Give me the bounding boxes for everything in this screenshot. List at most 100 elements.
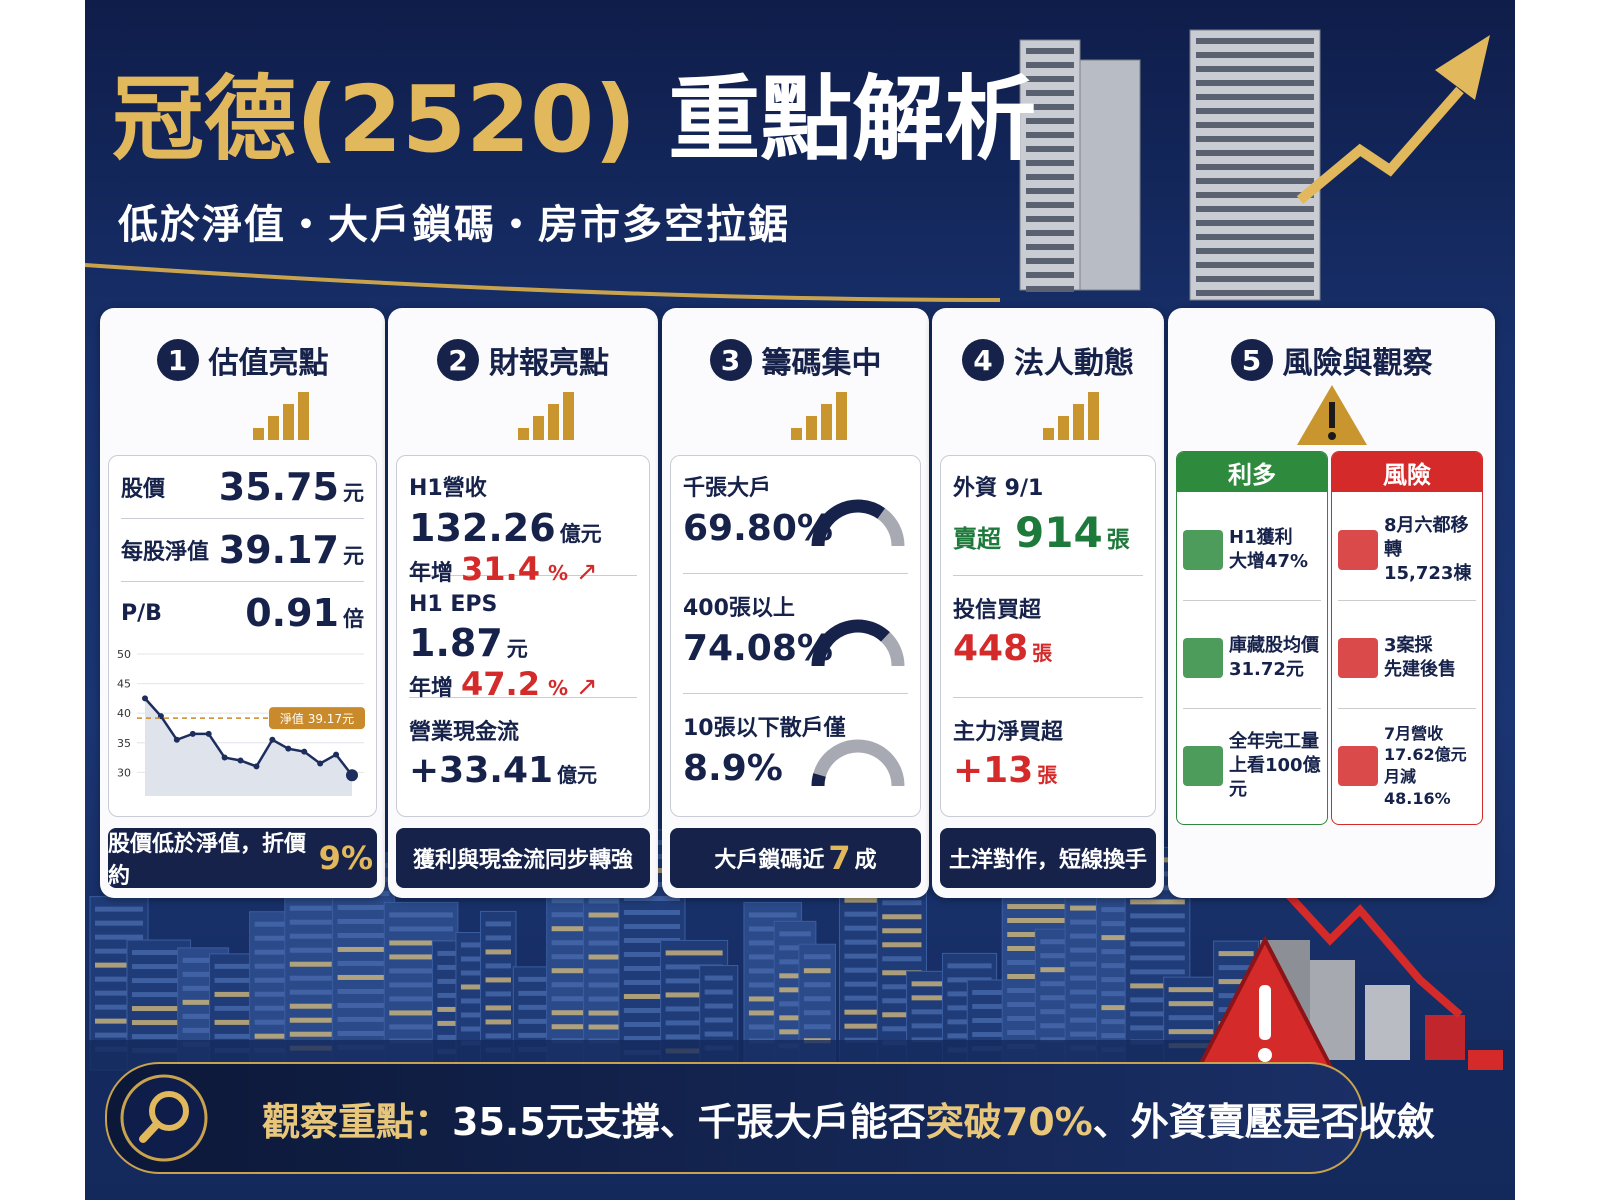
y-tick-label: 40 bbox=[117, 707, 131, 720]
icon bbox=[1073, 404, 1084, 440]
value-prefix: 賣超 bbox=[953, 525, 1001, 553]
stat-block: 投信買超 448 張 bbox=[953, 578, 1143, 698]
tower-floor bbox=[1196, 290, 1314, 296]
window bbox=[337, 974, 390, 980]
gauge-label: 400張以上 bbox=[683, 596, 795, 621]
window bbox=[779, 959, 811, 965]
window bbox=[844, 925, 900, 931]
gauge-row: 千張大戶 69.80% bbox=[683, 456, 908, 574]
stat-block: 主力淨買超 +13 張 bbox=[953, 700, 1143, 816]
footer-part: 股價低於淨值，折價約 bbox=[108, 832, 307, 889]
window bbox=[588, 926, 648, 932]
window bbox=[844, 911, 900, 917]
title: 冠德(2520) 重點解析 bbox=[112, 45, 1036, 178]
point bbox=[253, 763, 260, 770]
y-tick-label: 35 bbox=[117, 737, 131, 750]
tower-floor bbox=[1196, 234, 1314, 240]
window bbox=[1101, 977, 1145, 983]
risk-bar bbox=[1425, 1015, 1465, 1060]
footer-text: 觀察重點： 35.5元支撐、千張大戶能否 突破70% 、外資賣壓是否收斂 bbox=[262, 1064, 1435, 1172]
window bbox=[289, 975, 332, 981]
window bbox=[1101, 1005, 1145, 1011]
window bbox=[389, 926, 453, 932]
point bbox=[205, 730, 212, 737]
window bbox=[337, 988, 390, 994]
window bbox=[844, 995, 900, 1001]
window bbox=[389, 968, 453, 974]
icon bbox=[1328, 402, 1335, 428]
line-area bbox=[145, 698, 352, 796]
stat-label: 主力淨買超 bbox=[953, 720, 1064, 745]
item-line: 上看100億元 bbox=[1229, 754, 1321, 801]
item-text: 3案採 先建後售 bbox=[1384, 634, 1456, 683]
window bbox=[289, 1031, 332, 1037]
magnifier-icon bbox=[120, 1074, 208, 1162]
card-header: 1 估值亮點 bbox=[100, 338, 385, 382]
window bbox=[1130, 1025, 1185, 1031]
window bbox=[882, 928, 922, 934]
tower-floor bbox=[1026, 48, 1074, 54]
tower-floor bbox=[1196, 38, 1314, 44]
gauge-label: 千張大戶 bbox=[683, 476, 772, 501]
window bbox=[588, 1024, 648, 1030]
window bbox=[1070, 989, 1117, 995]
window bbox=[748, 1024, 797, 1030]
item-line: H1獲利 bbox=[1229, 526, 1293, 548]
unit: 億元 bbox=[557, 763, 598, 787]
window bbox=[95, 906, 144, 912]
tower-floor bbox=[1196, 262, 1314, 268]
trend-arrow-head bbox=[1435, 35, 1490, 100]
window bbox=[95, 976, 144, 982]
value: 448 bbox=[953, 628, 1029, 669]
window bbox=[803, 1010, 831, 1016]
window bbox=[844, 1023, 900, 1029]
card: 5 風險與觀察 利多 H1獲利 大增47% 庫藏股均價 31.72元 全年完工量 上看100億元… bbox=[1168, 308, 1495, 898]
icon bbox=[1088, 392, 1099, 440]
card-icon bbox=[790, 392, 847, 440]
window bbox=[389, 1024, 453, 1030]
icon bbox=[1058, 416, 1069, 440]
point bbox=[301, 748, 308, 755]
value: +13 bbox=[953, 750, 1034, 791]
window bbox=[131, 992, 186, 998]
window bbox=[882, 970, 922, 976]
title-brand: 冠德(2520) bbox=[112, 66, 637, 173]
window bbox=[1070, 961, 1117, 967]
window bbox=[704, 989, 733, 995]
card-number: 3 bbox=[709, 339, 752, 381]
point bbox=[346, 769, 358, 782]
window bbox=[588, 996, 648, 1002]
window bbox=[1007, 918, 1076, 924]
icon bbox=[518, 428, 529, 440]
item-icon bbox=[1338, 746, 1378, 786]
window bbox=[485, 963, 511, 969]
window bbox=[1101, 907, 1145, 913]
value-line: 39.17 元 bbox=[219, 528, 364, 572]
window bbox=[95, 990, 144, 996]
window bbox=[911, 1009, 950, 1015]
item-icon bbox=[1183, 638, 1223, 678]
window bbox=[1070, 1003, 1117, 1009]
window bbox=[485, 949, 511, 955]
window bbox=[1130, 927, 1185, 933]
title-rest: 重點解析 bbox=[668, 66, 1037, 173]
tower-floor bbox=[1026, 146, 1074, 152]
window bbox=[623, 965, 680, 971]
stat-block: 營業現金流 +33.41 億元 bbox=[409, 700, 637, 816]
gauge-rest bbox=[880, 632, 905, 667]
item-line: 3案採 bbox=[1384, 634, 1433, 656]
window bbox=[748, 996, 797, 1002]
window bbox=[214, 1005, 274, 1011]
window bbox=[182, 1013, 224, 1019]
column-title: 利多 bbox=[1177, 452, 1327, 492]
window bbox=[665, 978, 723, 984]
tower-floor bbox=[1026, 188, 1074, 194]
window bbox=[623, 1007, 680, 1013]
growth-arrow: ↗ bbox=[576, 672, 598, 702]
card-header: 5 風險與觀察 bbox=[1168, 338, 1495, 382]
window bbox=[95, 934, 144, 940]
window bbox=[588, 898, 648, 904]
footer-part: 大戶鎖碼近 bbox=[714, 848, 825, 873]
item-line: 大增47% bbox=[1229, 551, 1309, 572]
card: 4 法人動態 外資 9/1 賣超 914 張投信買超 448 張主力淨買超 +13 張土洋對作，短… bbox=[932, 308, 1164, 898]
